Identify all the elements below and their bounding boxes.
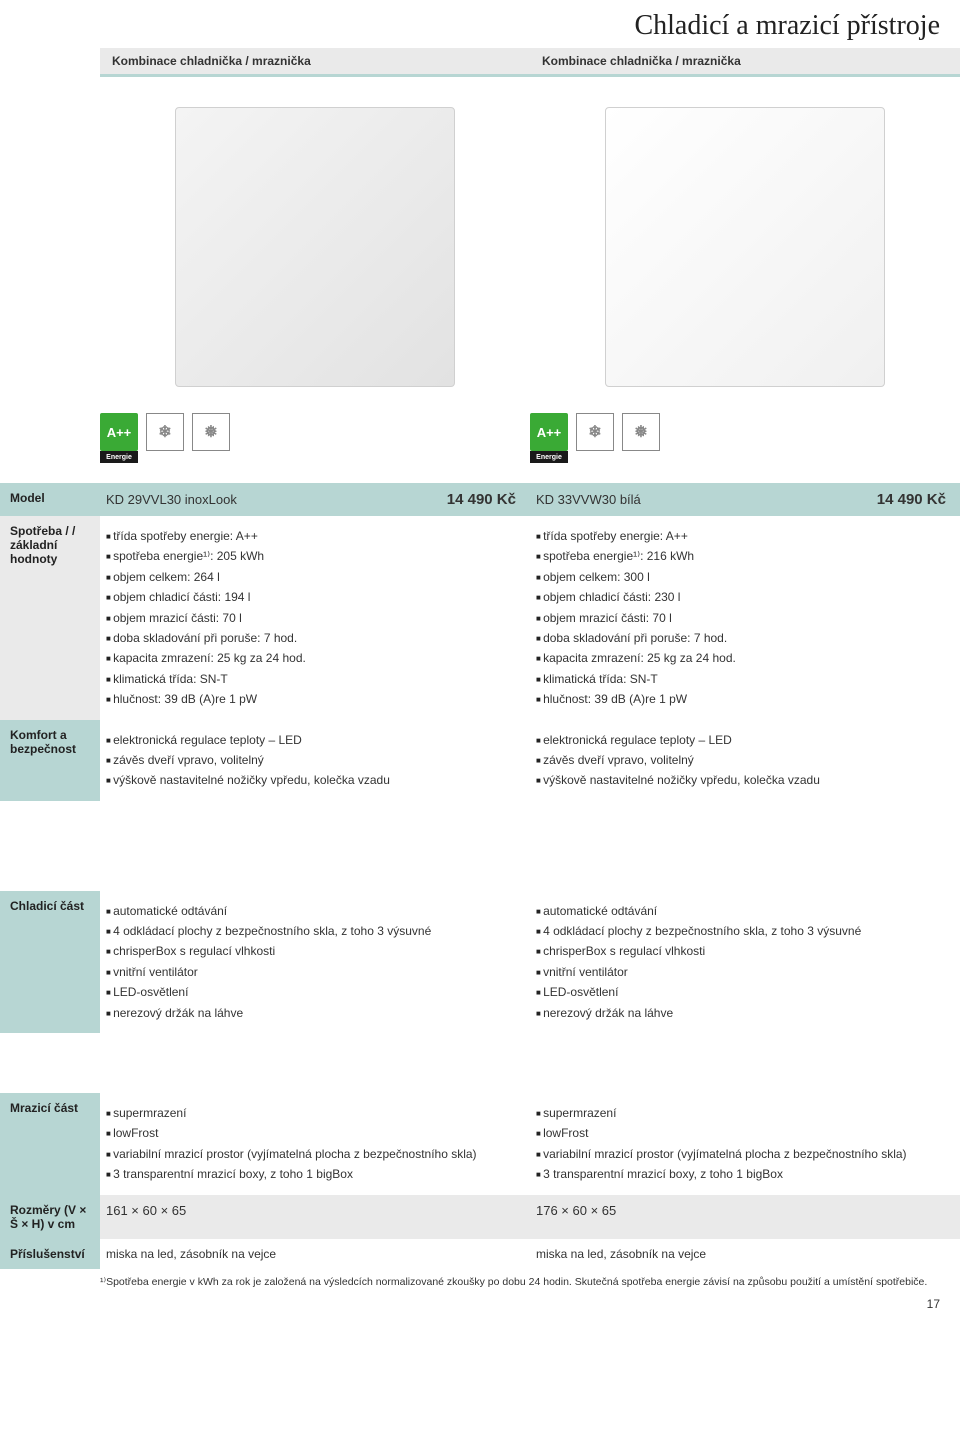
list-item: variabilní mrazicí prostor (vyjímatelná … [536, 1144, 946, 1164]
list-item: supermrazení [536, 1103, 946, 1123]
lowfrost-icon: ❅ [622, 413, 660, 451]
product-image-right [605, 107, 885, 387]
komfort-row: Komfort a bezpečnost elektronická regula… [0, 720, 960, 801]
list-item: klimatická třída: SN-T [536, 669, 946, 689]
list-item: závěs dveří vpravo, volitelný [536, 750, 946, 770]
mrazici-label: Mrazicí část [0, 1093, 100, 1195]
list-item: doba skladování při poruše: 7 hod. [106, 628, 516, 648]
komfort-right: elektronická regulace teploty – LEDzávěs… [530, 720, 960, 801]
list-item: hlučnost: 39 dB (A)re 1 pW [536, 689, 946, 709]
rozmery-left: 161 × 60 × 65 [100, 1195, 530, 1239]
mrazici-row: Mrazicí část supermrazenílowFrostvariabi… [0, 1093, 960, 1195]
product-image-left [175, 107, 455, 387]
list-item: automatické odtávání [106, 901, 516, 921]
model-label: Model [0, 483, 100, 516]
list-item: objem mrazicí části: 70 l [536, 608, 946, 628]
komfort-label: Komfort a bezpečnost [0, 720, 100, 801]
product-images-row [0, 77, 960, 407]
list-item: 4 odkládací plochy z bezpečnostního skla… [536, 921, 946, 941]
model-price-left: 14 490 Kč [447, 491, 516, 508]
list-item: závěs dveří vpravo, volitelný [106, 750, 516, 770]
badges-left: A++ Energie ❄ ❅ [100, 413, 530, 463]
list-item: doba skladování při poruše: 7 hod. [536, 628, 946, 648]
list-item: objem celkem: 300 l [536, 567, 946, 587]
page-title: Chladicí a mrazicí přístroje [0, 0, 960, 48]
chladici-label: Chladicí část [0, 891, 100, 1033]
list-item: spotřeba energie¹⁾: 205 kWh [106, 546, 516, 566]
list-item: variabilní mrazicí prostor (vyjímatelná … [106, 1144, 516, 1164]
energy-badge-icon: A++ [100, 413, 138, 451]
prislusenstvi-right: miska na led, zásobník na vejce [530, 1239, 960, 1269]
mrazici-left: supermrazenílowFrostvariabilní mrazicí p… [100, 1093, 530, 1195]
model-row: Model KD 29VVL30 inoxLook 14 490 Kč KD 3… [0, 483, 960, 516]
spotreba-right: třída spotřeby energie: A++spotřeba ener… [530, 516, 960, 720]
list-item: chrisperBox s regulací vlhkosti [106, 941, 516, 961]
list-item: supermrazení [106, 1103, 516, 1123]
subheader-left: Kombinace chladnička / mraznička [100, 48, 530, 77]
list-item: objem chladicí části: 230 l [536, 587, 946, 607]
energy-label: Energie [530, 451, 568, 463]
list-item: LED-osvětlení [106, 982, 516, 1002]
model-cell-left: KD 29VVL30 inoxLook 14 490 Kč [100, 483, 530, 516]
list-item: nerezový držák na láhve [536, 1003, 946, 1023]
subheader-row: Kombinace chladnička / mraznička Kombina… [0, 48, 960, 77]
mrazici-right: supermrazenílowFrostvariabilní mrazicí p… [530, 1093, 960, 1195]
spotreba-left: třída spotřeby energie: A++spotřeba ener… [100, 516, 530, 720]
list-item: třída spotřeby energie: A++ [106, 526, 516, 546]
list-item: výškově nastavitelné nožičky vpředu, kol… [536, 770, 946, 790]
list-item: 3 transparentní mrazicí boxy, z toho 1 b… [536, 1164, 946, 1184]
list-item: automatické odtávání [536, 901, 946, 921]
energy-badge-icon: A++ [530, 413, 568, 451]
list-item: třída spotřeby energie: A++ [536, 526, 946, 546]
spotreba-row: Spotřeba / / základní hodnoty třída spot… [0, 516, 960, 720]
subheader-right: Kombinace chladnička / mraznička [530, 48, 960, 77]
list-item: LED-osvětlení [536, 982, 946, 1002]
list-item: kapacita zmrazení: 25 kg za 24 hod. [106, 648, 516, 668]
list-item: chrisperBox s regulací vlhkosti [536, 941, 946, 961]
list-item: výškově nastavitelné nožičky vpředu, kol… [106, 770, 516, 790]
list-item: kapacita zmrazení: 25 kg za 24 hod. [536, 648, 946, 668]
prislusenstvi-label: Příslušenství [0, 1239, 100, 1269]
chladici-left: automatické odtávání4 odkládací plochy z… [100, 891, 530, 1033]
rozmery-right: 176 × 60 × 65 [530, 1195, 960, 1239]
model-cell-right: KD 33VVW30 bílá 14 490 Kč [530, 483, 960, 516]
list-item: objem chladicí části: 194 l [106, 587, 516, 607]
footnote: ¹⁾Spotřeba energie v kWh za rok je založ… [0, 1269, 960, 1296]
badges-right: A++ Energie ❄ ❅ [530, 413, 960, 463]
list-item: elektronická regulace teploty – LED [106, 730, 516, 750]
crisperbox-icon: ❄ [576, 413, 614, 451]
model-price-right: 14 490 Kč [877, 491, 946, 508]
list-item: elektronická regulace teploty – LED [536, 730, 946, 750]
list-item: nerezový držák na láhve [106, 1003, 516, 1023]
crisperbox-icon: ❄ [146, 413, 184, 451]
list-item: vnitřní ventilátor [106, 962, 516, 982]
lowfrost-icon: ❅ [192, 413, 230, 451]
chladici-row: Chladicí část automatické odtávání4 odkl… [0, 891, 960, 1033]
komfort-left: elektronická regulace teploty – LEDzávěs… [100, 720, 530, 801]
spotreba-label: Spotřeba / / základní hodnoty [0, 516, 100, 720]
badges-row: A++ Energie ❄ ❅ A++ Energie ❄ ❅ [0, 407, 960, 483]
page-number: 17 [0, 1295, 960, 1321]
list-item: objem mrazicí části: 70 l [106, 608, 516, 628]
list-item: klimatická třída: SN-T [106, 669, 516, 689]
list-item: vnitřní ventilátor [536, 962, 946, 982]
prislusenstvi-row: Příslušenství miska na led, zásobník na … [0, 1239, 960, 1269]
energy-label: Energie [100, 451, 138, 463]
list-item: 4 odkládací plochy z bezpečnostního skla… [106, 921, 516, 941]
model-name-left: KD 29VVL30 inoxLook [106, 492, 237, 507]
rozmery-row: Rozměry (V × Š × H) v cm 161 × 60 × 65 1… [0, 1195, 960, 1239]
rozmery-label: Rozměry (V × Š × H) v cm [0, 1195, 100, 1239]
list-item: spotřeba energie¹⁾: 216 kWh [536, 546, 946, 566]
list-item: lowFrost [106, 1123, 516, 1143]
model-name-right: KD 33VVW30 bílá [536, 492, 641, 507]
chladici-right: automatické odtávání4 odkládací plochy z… [530, 891, 960, 1033]
list-item: hlučnost: 39 dB (A)re 1 pW [106, 689, 516, 709]
list-item: objem celkem: 264 l [106, 567, 516, 587]
list-item: lowFrost [536, 1123, 946, 1143]
prislusenstvi-left: miska na led, zásobník na vejce [100, 1239, 530, 1269]
list-item: 3 transparentní mrazicí boxy, z toho 1 b… [106, 1164, 516, 1184]
